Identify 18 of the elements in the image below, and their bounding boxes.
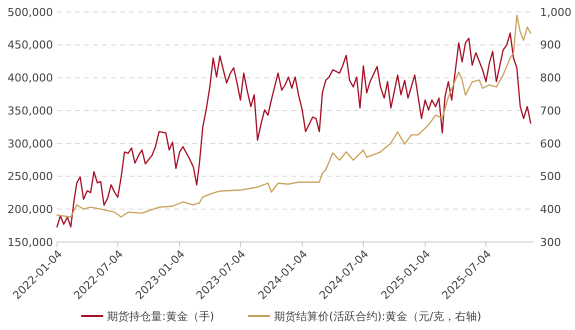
y-tick-label: 500,000	[8, 6, 53, 19]
y-tick-label: 350,000	[8, 104, 53, 118]
y-tick-label: 150,000	[8, 236, 53, 249]
y2-tick-label: 300	[540, 236, 561, 249]
legend-label: 期货持仓量:黄金（手)	[107, 310, 214, 323]
y2-tick-label: 500	[540, 170, 561, 184]
y-tick-label: 250,000	[8, 170, 53, 184]
y2-tick-label: 400	[540, 202, 561, 216]
y-tick-label: 300,000	[8, 137, 53, 150]
y2-tick-label: 600	[540, 137, 561, 150]
y2-tick-label: 900	[540, 38, 561, 52]
y2-tick-label: 1,000	[540, 6, 572, 19]
legend-label: 期货结算价(活跃合约):黄金（元/克，右轴)	[274, 310, 482, 323]
y2-tick-label: 800	[540, 72, 561, 85]
y-tick-label: 450,000	[8, 38, 53, 52]
y-tick-label: 200,000	[8, 202, 53, 216]
y2-tick-label: 700	[540, 104, 561, 118]
y-tick-label: 400,000	[8, 72, 53, 85]
